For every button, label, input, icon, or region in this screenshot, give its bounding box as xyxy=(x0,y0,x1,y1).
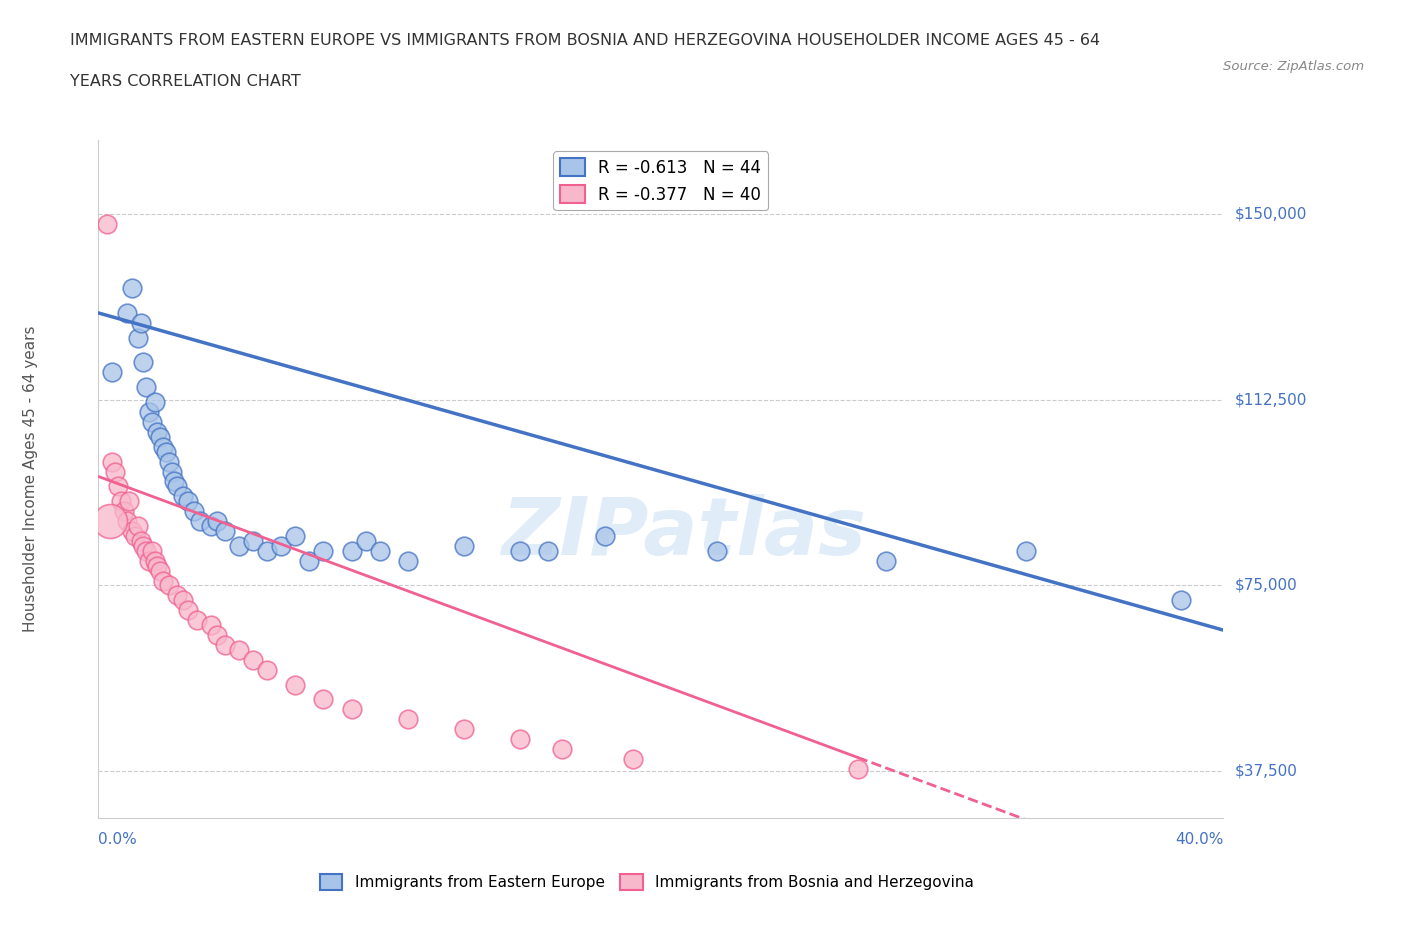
Point xyxy=(177,603,200,618)
Point xyxy=(141,415,163,430)
Text: Source: ZipAtlas.com: Source: ZipAtlas.com xyxy=(1223,60,1364,73)
Point xyxy=(110,494,132,509)
Point xyxy=(228,643,250,658)
Point xyxy=(1170,593,1192,608)
Point xyxy=(155,445,177,459)
Point xyxy=(149,564,172,578)
Point xyxy=(551,741,574,756)
Point xyxy=(160,464,183,479)
Text: ZIPatlas: ZIPatlas xyxy=(501,494,866,572)
Point xyxy=(118,494,141,509)
Point xyxy=(146,424,169,439)
Point xyxy=(138,553,160,568)
Point xyxy=(177,494,200,509)
Point xyxy=(242,534,264,549)
Point xyxy=(846,762,869,777)
Point xyxy=(121,281,143,296)
Point xyxy=(166,479,188,494)
Point xyxy=(157,578,180,593)
Point xyxy=(312,543,335,558)
Point xyxy=(101,365,124,379)
Point xyxy=(256,662,278,677)
Point xyxy=(146,558,169,573)
Point xyxy=(135,543,157,558)
Text: IMMIGRANTS FROM EASTERN EUROPE VS IMMIGRANTS FROM BOSNIA AND HERZEGOVINA HOUSEHO: IMMIGRANTS FROM EASTERN EUROPE VS IMMIGR… xyxy=(70,33,1101,47)
Text: YEARS CORRELATION CHART: YEARS CORRELATION CHART xyxy=(70,74,301,89)
Point xyxy=(256,543,278,558)
Point xyxy=(132,538,155,553)
Point xyxy=(115,305,138,320)
Point xyxy=(107,479,129,494)
Point xyxy=(214,524,236,538)
Point xyxy=(183,504,205,519)
Point xyxy=(188,513,211,528)
Point xyxy=(312,692,335,707)
Point xyxy=(270,538,292,553)
Text: $150,000: $150,000 xyxy=(1234,206,1306,221)
Point xyxy=(509,732,531,747)
Point xyxy=(1015,543,1038,558)
Point xyxy=(284,528,307,543)
Point xyxy=(138,405,160,419)
Point xyxy=(537,543,560,558)
Point xyxy=(200,618,222,632)
Point xyxy=(143,553,166,568)
Point xyxy=(124,528,146,543)
Point xyxy=(157,454,180,469)
Point xyxy=(396,553,419,568)
Point xyxy=(163,474,186,489)
Point xyxy=(152,573,174,588)
Point xyxy=(621,751,644,766)
Point xyxy=(875,553,897,568)
Point xyxy=(129,534,152,549)
Point xyxy=(509,543,531,558)
Point xyxy=(143,394,166,409)
Point xyxy=(172,489,194,504)
Point xyxy=(166,588,188,603)
Point xyxy=(115,513,138,528)
Legend: Immigrants from Eastern Europe, Immigrants from Bosnia and Herzegovina: Immigrants from Eastern Europe, Immigran… xyxy=(314,868,980,897)
Point xyxy=(127,330,149,345)
Text: 0.0%: 0.0% xyxy=(98,832,138,847)
Text: $75,000: $75,000 xyxy=(1234,578,1298,593)
Point xyxy=(132,355,155,370)
Point xyxy=(172,593,194,608)
Point xyxy=(112,504,135,519)
Legend: R = -0.613   N = 44, R = -0.377   N = 40: R = -0.613 N = 44, R = -0.377 N = 40 xyxy=(554,152,768,210)
Text: $112,500: $112,500 xyxy=(1234,392,1306,407)
Point xyxy=(141,543,163,558)
Point xyxy=(152,439,174,454)
Point xyxy=(101,454,124,469)
Point xyxy=(96,217,118,232)
Point xyxy=(340,702,363,717)
Point xyxy=(104,464,127,479)
Text: 40.0%: 40.0% xyxy=(1175,832,1223,847)
Point xyxy=(205,513,228,528)
Point xyxy=(98,513,121,528)
Point xyxy=(298,553,321,568)
Point xyxy=(149,430,172,445)
Point xyxy=(200,519,222,534)
Point xyxy=(396,711,419,726)
Point xyxy=(242,652,264,667)
Point xyxy=(354,534,377,549)
Point xyxy=(214,638,236,653)
Point xyxy=(135,379,157,394)
Text: Householder Income Ages 45 - 64 years: Householder Income Ages 45 - 64 years xyxy=(24,326,38,632)
Point xyxy=(127,519,149,534)
Point xyxy=(593,528,616,543)
Point xyxy=(453,722,475,737)
Point xyxy=(228,538,250,553)
Point xyxy=(453,538,475,553)
Point xyxy=(121,524,143,538)
Point xyxy=(706,543,728,558)
Point xyxy=(368,543,391,558)
Text: $37,500: $37,500 xyxy=(1234,764,1298,778)
Point xyxy=(340,543,363,558)
Point xyxy=(205,628,228,643)
Point xyxy=(129,315,152,330)
Point xyxy=(186,613,208,628)
Point xyxy=(284,677,307,692)
